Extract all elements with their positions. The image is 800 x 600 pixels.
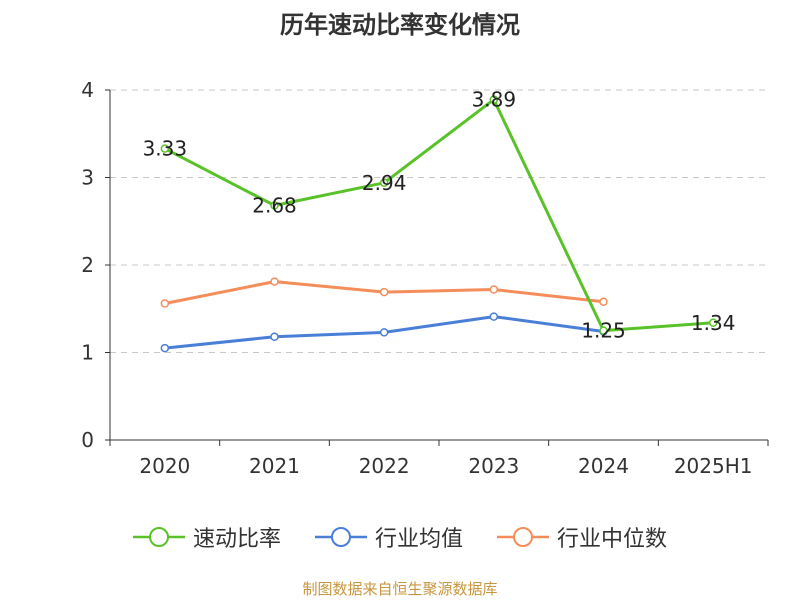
y-tick-label: 4 xyxy=(81,78,94,102)
grid-layer xyxy=(110,89,768,353)
legend-item[interactable]: 行业中位数 xyxy=(497,521,667,553)
data-point xyxy=(160,299,170,308)
data-point xyxy=(489,285,499,294)
legend-swatch-icon xyxy=(132,527,185,547)
data-point xyxy=(379,287,389,297)
axis-layer: 0 1 2 3 4 2020 2021 2022 2023 2024 2025H1 xyxy=(81,78,769,478)
y-tick-label: 3 xyxy=(81,166,94,190)
y-tick-label: 1 xyxy=(81,341,94,365)
legend-label: 行业中位数 xyxy=(557,527,668,552)
data-label: 3.33 xyxy=(143,137,188,161)
x-tick-label: 2021 xyxy=(249,454,300,478)
legend-item[interactable]: 行业均值 xyxy=(314,521,463,553)
data-point xyxy=(489,95,499,104)
data-label: 2.68 xyxy=(252,194,297,218)
x-tick-label: 2020 xyxy=(139,454,190,478)
legend-swatch-icon xyxy=(314,527,367,547)
data-point xyxy=(379,328,389,337)
data-label: 1.25 xyxy=(581,319,626,343)
data-label-layer: 3.33 2.68 2.94 3.89 1.25 1.34 xyxy=(143,88,736,343)
legend-label: 速动比率 xyxy=(192,527,281,552)
legend-swatch-icon xyxy=(497,527,549,547)
series-layer xyxy=(160,95,718,353)
data-point xyxy=(599,326,608,335)
data-point xyxy=(270,277,279,286)
y-tick-label: 2 xyxy=(81,253,94,277)
chart-title: 历年速动比率变化情况 xyxy=(280,11,520,39)
y-tick-label: 0 xyxy=(81,428,94,452)
x-tick-label: 2022 xyxy=(359,454,410,478)
data-point xyxy=(379,178,389,187)
data-label: 2.94 xyxy=(362,171,407,195)
x-tick-label: 2023 xyxy=(468,454,519,478)
data-point xyxy=(599,297,608,306)
data-point xyxy=(270,332,279,341)
data-label: 3.89 xyxy=(472,88,517,112)
source-note: 制图数据来自恒生聚源数据库 xyxy=(302,580,498,598)
data-point xyxy=(270,201,279,210)
legend-item[interactable]: 速动比率 xyxy=(132,521,281,553)
data-point xyxy=(160,343,170,353)
data-point xyxy=(489,312,499,321)
series-line xyxy=(164,98,714,333)
data-point xyxy=(160,144,170,153)
data-label: 1.34 xyxy=(691,311,736,335)
legend: 速动比率 行业均值 行业中位数 xyxy=(0,520,800,554)
x-tick-label: 2025H1 xyxy=(674,454,753,478)
legend-label: 行业均值 xyxy=(374,527,463,552)
x-tick-label: 2024 xyxy=(578,454,629,478)
data-point xyxy=(708,318,718,327)
